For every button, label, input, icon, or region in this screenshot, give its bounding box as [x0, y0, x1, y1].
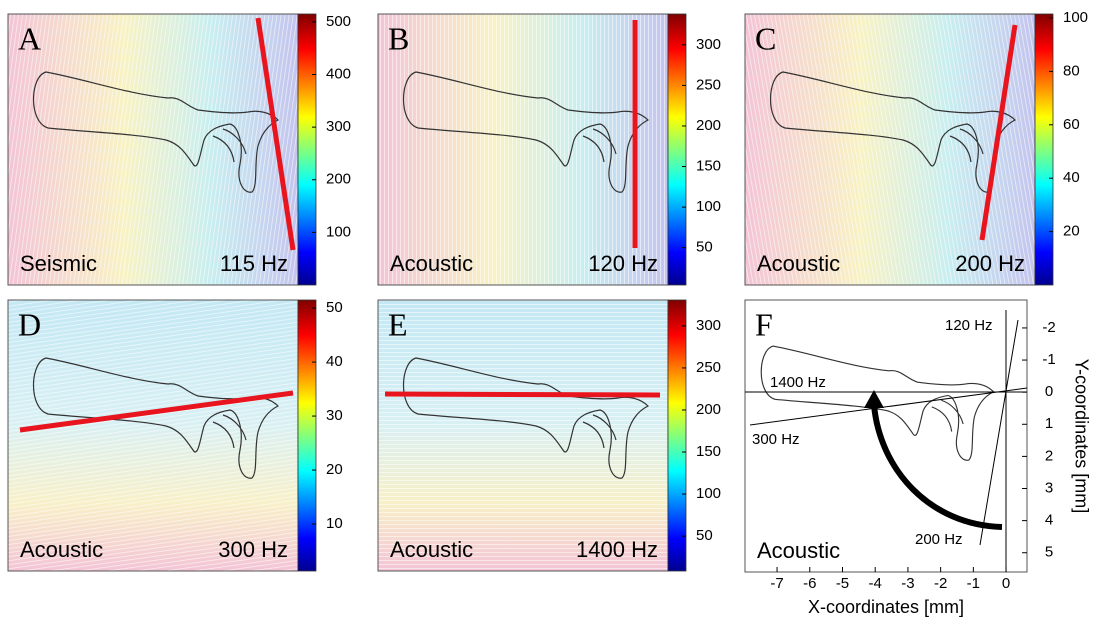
- panel-mode: Acoustic: [390, 251, 473, 276]
- colorbar-tick-label: 10: [326, 515, 343, 532]
- colorbar-tick-label: 20: [326, 461, 343, 478]
- panel-mode: Seismic: [20, 251, 97, 276]
- panel-frequency: 200 Hz: [955, 251, 1025, 276]
- colorbar-tick-label: 200: [696, 401, 721, 418]
- x-tick-label: -3: [901, 575, 914, 592]
- colorbar-tick-label: 50: [696, 527, 713, 544]
- panel-letter: A: [18, 20, 41, 56]
- frequency-direction: [979, 319, 1019, 546]
- y-tick-label: 2: [1045, 447, 1053, 464]
- y-tick-label: 0: [1045, 383, 1053, 400]
- line-label: 200 Hz: [915, 531, 963, 548]
- panel-mode: Acoustic: [20, 537, 103, 562]
- panel-frequency: 1400 Hz: [576, 537, 658, 562]
- x-axis-label: X-coordinates [mm]: [808, 597, 964, 617]
- colorbar-tick-label: 30: [326, 407, 343, 424]
- panel-mode: Acoustic: [757, 251, 840, 276]
- x-tick-label: -1: [967, 575, 980, 592]
- colorbar-tick-label: 300: [326, 118, 351, 135]
- colorbar-tick-label: 150: [696, 443, 721, 460]
- direction-line: [979, 24, 1018, 241]
- y-tick-label: 4: [1045, 512, 1053, 529]
- x-tick-label: -7: [770, 575, 783, 592]
- x-tick-label: -2: [934, 575, 947, 592]
- colorbar-tick-label: 50: [326, 299, 343, 316]
- panel-mode: Acoustic: [757, 538, 840, 563]
- colorbar: [297, 299, 317, 572]
- x-tick-label: -4: [869, 575, 882, 592]
- field-lines: [745, 14, 1035, 285]
- colorbar-tick-label: 250: [696, 76, 721, 93]
- colorbar-tick-label: 500: [326, 13, 351, 30]
- y-tick-label: 1: [1045, 415, 1053, 432]
- colorbar-tick-label: 100: [696, 198, 721, 215]
- x-tick-label: 0: [1002, 575, 1010, 592]
- field-lines: [8, 14, 298, 285]
- field-lines: [8, 300, 298, 571]
- colorbar: [667, 13, 687, 286]
- panel-frequency: 115 Hz: [220, 251, 288, 276]
- frequency-direction: [749, 387, 1028, 426]
- colorbar-tick-label: 400: [326, 65, 351, 82]
- colorbar-tick-label: 100: [1063, 9, 1088, 26]
- colorbar-tick-label: 200: [326, 171, 351, 188]
- colorbar-tick-label: 20: [1063, 223, 1080, 240]
- x-tick-label: -6: [803, 575, 816, 592]
- colorbar-tick-label: 300: [696, 36, 721, 53]
- colorbar-tick-label: 50: [696, 239, 713, 256]
- panel-mode: Acoustic: [390, 537, 473, 562]
- y-tick-label: 5: [1045, 544, 1053, 561]
- colorbar: [297, 13, 317, 286]
- arrow-head: [864, 390, 884, 408]
- rotation-arrow: [871, 404, 1003, 530]
- x-tick-label: -5: [836, 575, 849, 592]
- colorbar-tick-label: 300: [696, 317, 721, 334]
- line-label: 120 Hz: [945, 317, 993, 334]
- y-tick-label: -2: [1042, 319, 1055, 336]
- colorbar-tick-label: 60: [1063, 116, 1080, 133]
- colorbar-tick-label: 100: [696, 485, 721, 502]
- line-label: 1400 Hz: [770, 374, 826, 391]
- colorbar: [667, 299, 687, 572]
- direction-line: [384, 391, 661, 398]
- field-lines: [378, 300, 668, 571]
- panel-letter: E: [388, 306, 408, 342]
- colorbar-tick-label: 40: [1063, 169, 1080, 186]
- line-label: 300 Hz: [752, 431, 800, 448]
- panel-frequency: 120 Hz: [588, 251, 658, 276]
- colorbar: [1034, 13, 1054, 286]
- y-axis-label: Y-coordinates [mm]: [1071, 359, 1091, 513]
- y-tick-label: -1: [1042, 351, 1055, 368]
- field-lines: [378, 14, 668, 285]
- colorbar-tick-label: 80: [1063, 62, 1080, 79]
- panel-letter: D: [18, 306, 41, 342]
- colorbar-tick-label: 200: [696, 117, 721, 134]
- direction-line: [255, 17, 296, 251]
- y-tick-label: 3: [1045, 479, 1053, 496]
- panel-letter: F: [755, 306, 773, 342]
- panel-letter: B: [388, 20, 409, 56]
- direction-line: [19, 390, 294, 433]
- panel-frequency: 300 Hz: [218, 537, 288, 562]
- panel-letter: C: [755, 20, 776, 56]
- colorbar-tick-label: 40: [326, 353, 343, 370]
- colorbar-tick-label: 250: [696, 359, 721, 376]
- colorbar-tick-label: 100: [326, 223, 351, 240]
- colorbar-tick-label: 150: [696, 158, 721, 175]
